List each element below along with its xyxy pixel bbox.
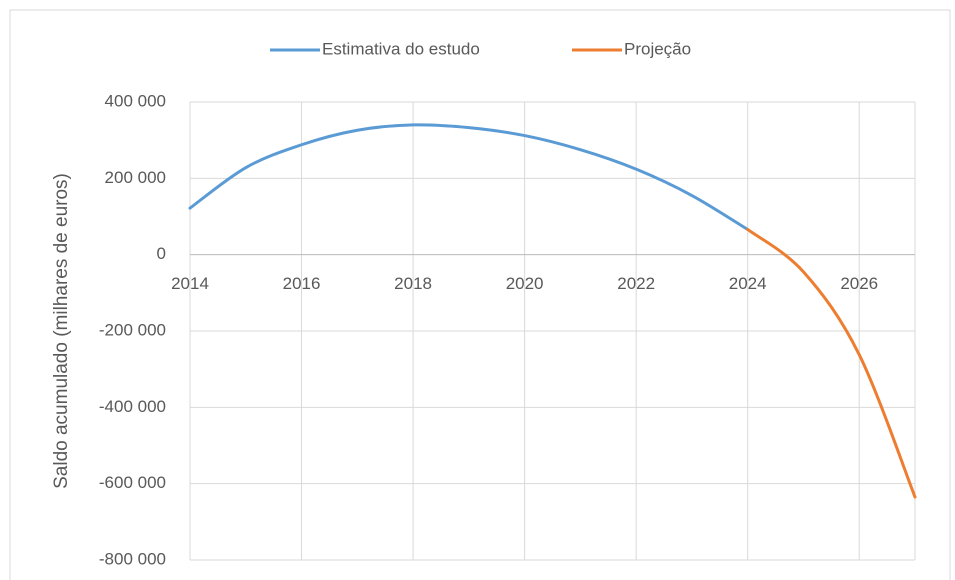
y-tick-label: -200 000 [99,320,166,339]
y-tick-label: 200 000 [105,168,166,187]
y-tick-label: -600 000 [99,473,166,492]
x-tick-label: 2022 [617,274,655,293]
x-tick-label: 2014 [171,274,209,293]
series-line [746,227,917,499]
legend-label: Projeção [624,39,691,58]
y-tick-label: -800 000 [99,549,166,568]
y-tick-label: 400 000 [105,91,166,110]
x-tick-label: 2024 [729,274,767,293]
y-tick-label: 0 [157,244,166,263]
x-tick-label: 2016 [283,274,321,293]
x-tick-label: 2020 [506,274,544,293]
y-tick-label: -400 000 [99,397,166,416]
x-tick-label: 2018 [394,274,432,293]
y-axis-title: Saldo acumulado (milhares de euros) [51,173,72,489]
legend-label: Estimativa do estudo [322,39,480,58]
x-tick-label: 2026 [840,274,878,293]
chart-border [9,9,951,580]
series-line [188,123,750,231]
